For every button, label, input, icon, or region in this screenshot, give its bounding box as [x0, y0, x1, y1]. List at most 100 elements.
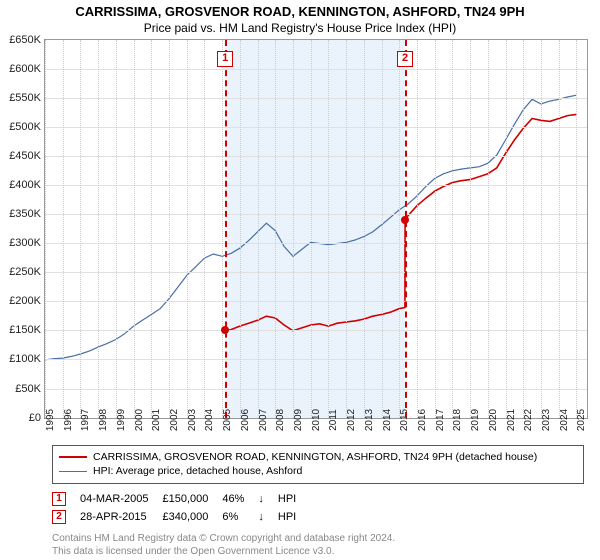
gridline-x: [576, 40, 577, 418]
x-axis-label: 2016: [417, 408, 428, 430]
event-arrow: ↓: [258, 508, 278, 526]
gridline-x: [523, 40, 524, 418]
legend-row-property: CARRISSIMA, GROSVENOR ROAD, KENNINGTON, …: [59, 450, 577, 465]
y-axis-label: £450K: [9, 150, 41, 162]
event-cmp: HPI: [278, 508, 310, 526]
event-arrow: ↓: [258, 490, 278, 508]
gridline-x: [187, 40, 188, 418]
y-axis-label: £150K: [9, 324, 41, 336]
event-marker: 1: [52, 490, 80, 508]
legend-row-hpi: HPI: Average price, detached house, Ashf…: [59, 464, 577, 479]
y-axis-label: £500K: [9, 121, 41, 133]
x-axis-label: 2014: [382, 408, 393, 430]
x-axis-label: 2012: [346, 408, 357, 430]
gridline-x: [240, 40, 241, 418]
event-price: £340,000: [162, 508, 222, 526]
event-date: 28-APR-2015: [80, 508, 162, 526]
x-axis-label: 1998: [98, 408, 109, 430]
y-axis-label: £200K: [9, 295, 41, 307]
attribution-line-2: This data is licensed under the Open Gov…: [52, 545, 584, 558]
x-axis-label: 1995: [45, 408, 56, 430]
gridline-x: [45, 40, 46, 418]
marker-dot-1: [221, 326, 229, 334]
x-axis-label: 2025: [576, 408, 587, 430]
gridline-x: [222, 40, 223, 418]
gridline-x: [435, 40, 436, 418]
x-axis-label: 1999: [116, 408, 127, 430]
event-pct: 6%: [222, 508, 258, 526]
event-date: 04-MAR-2005: [80, 490, 162, 508]
x-axis-label: 2005: [222, 408, 233, 430]
x-axis-label: 2002: [169, 408, 180, 430]
gridline-x: [488, 40, 489, 418]
event-row: 104-MAR-2005£150,00046%↓HPI: [52, 490, 310, 508]
y-axis-label: £600K: [9, 63, 41, 75]
y-axis-label: £300K: [9, 237, 41, 249]
gridline-x: [452, 40, 453, 418]
x-axis-label: 2021: [506, 408, 517, 430]
gridline-x: [541, 40, 542, 418]
gridline-x: [328, 40, 329, 418]
chart-plot-area: £0£50K£100K£150K£200K£250K£300K£350K£400…: [44, 39, 588, 419]
x-axis-label: 2023: [541, 408, 552, 430]
gridline-x: [470, 40, 471, 418]
attribution: Contains HM Land Registry data © Crown c…: [52, 532, 584, 558]
gridline-x: [364, 40, 365, 418]
x-axis-label: 2004: [204, 408, 215, 430]
x-axis-label: 1997: [80, 408, 91, 430]
event-pct: 46%: [222, 490, 258, 508]
y-axis-label: £50K: [15, 383, 41, 395]
event-table: 104-MAR-2005£150,00046%↓HPI228-APR-2015£…: [52, 490, 584, 526]
gridline-x: [63, 40, 64, 418]
gridline-x: [559, 40, 560, 418]
gridline-x: [382, 40, 383, 418]
y-axis-label: £400K: [9, 179, 41, 191]
gridline-x: [169, 40, 170, 418]
gridline-x: [293, 40, 294, 418]
legend-label: CARRISSIMA, GROSVENOR ROAD, KENNINGTON, …: [93, 450, 537, 465]
event-price: £150,000: [162, 490, 222, 508]
gridline-x: [134, 40, 135, 418]
gridline-x: [116, 40, 117, 418]
x-axis-label: 2017: [435, 408, 446, 430]
x-axis-label: 2003: [187, 408, 198, 430]
y-axis-label: £550K: [9, 92, 41, 104]
x-axis-label: 2000: [134, 408, 145, 430]
gridline-x: [399, 40, 400, 418]
y-axis-label: £0: [29, 412, 41, 424]
chart-title: CARRISSIMA, GROSVENOR ROAD, KENNINGTON, …: [8, 4, 592, 20]
x-axis-label: 2009: [293, 408, 304, 430]
gridline-x: [275, 40, 276, 418]
x-axis-label: 2020: [488, 408, 499, 430]
event-marker: 2: [52, 508, 80, 526]
gridline-x: [346, 40, 347, 418]
attribution-line-1: Contains HM Land Registry data © Crown c…: [52, 532, 584, 545]
y-axis-label: £350K: [9, 208, 41, 220]
marker-dot-2: [401, 216, 409, 224]
x-axis-label: 1996: [63, 408, 74, 430]
gridline-x: [98, 40, 99, 418]
x-axis-label: 2013: [364, 408, 375, 430]
x-axis-label: 2006: [240, 408, 251, 430]
marker-line-2: [405, 40, 407, 418]
chart-subtitle: Price paid vs. HM Land Registry's House …: [8, 21, 592, 35]
legend: CARRISSIMA, GROSVENOR ROAD, KENNINGTON, …: [52, 445, 584, 484]
gridline-x: [151, 40, 152, 418]
x-axis-label: 2018: [452, 408, 463, 430]
x-axis-label: 2022: [523, 408, 534, 430]
gridline-x: [311, 40, 312, 418]
event-cmp: HPI: [278, 490, 310, 508]
marker-line-1: [225, 40, 227, 418]
x-axis-label: 2008: [275, 408, 286, 430]
marker-box-1: 1: [217, 51, 233, 67]
legend-swatch: [59, 471, 87, 472]
gridline-x: [80, 40, 81, 418]
legend-swatch: [59, 456, 87, 458]
x-axis-label: 2001: [151, 408, 162, 430]
gridline-x: [417, 40, 418, 418]
x-axis-label: 2024: [559, 408, 570, 430]
y-axis-label: £250K: [9, 266, 41, 278]
gridline-x: [204, 40, 205, 418]
x-axis-label: 2010: [311, 408, 322, 430]
marker-box-2: 2: [397, 51, 413, 67]
